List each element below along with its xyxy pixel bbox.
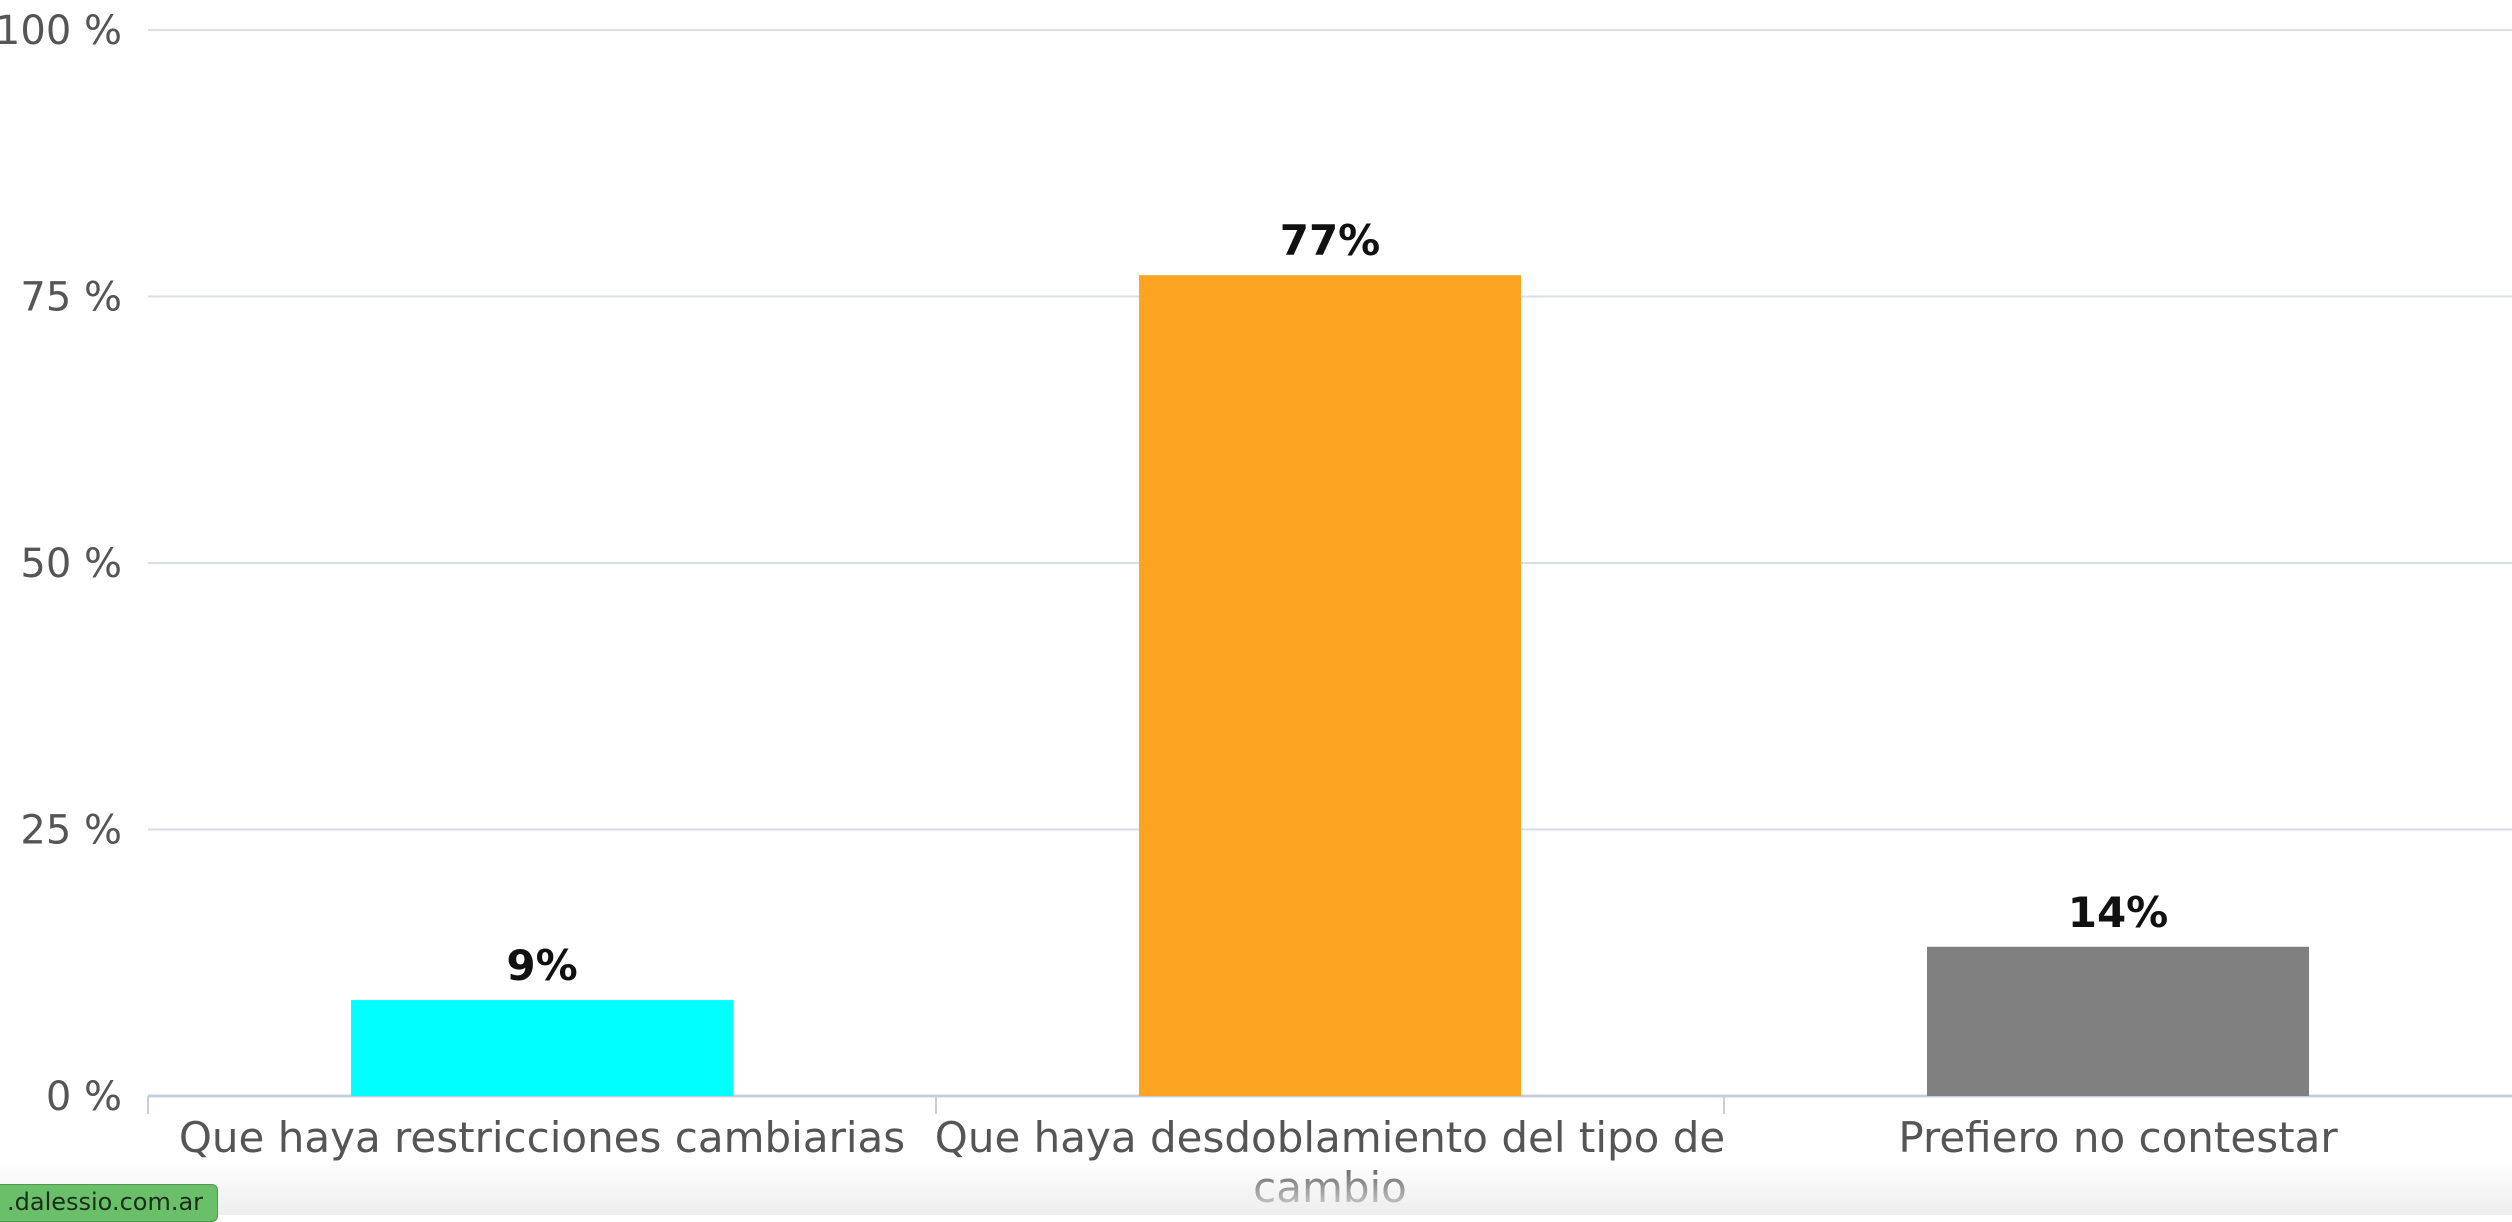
category-label: Que haya restricciones cambiarias	[179, 1113, 905, 1162]
bottom-fade	[0, 1160, 2512, 1215]
site-watermark: .dalessio.com.ar	[0, 1184, 219, 1222]
data-label: 14%	[2068, 888, 2169, 937]
category-label: Que haya desdoblamiento del tipo de	[935, 1113, 1725, 1162]
y-tick-label: 25 %	[20, 808, 122, 854]
y-tick-label: 100 %	[0, 8, 122, 54]
bar-3	[1927, 946, 2309, 1096]
data-label: 9%	[506, 941, 577, 990]
data-label: 77%	[1280, 216, 1381, 265]
bar-1	[351, 1000, 733, 1096]
category-label: Prefiero no contestar	[1898, 1113, 2338, 1162]
y-tick-label: 75 %	[20, 275, 122, 321]
y-tick-label: 0 %	[46, 1074, 122, 1120]
y-tick-label: 50 %	[20, 541, 122, 587]
bar-2	[1139, 275, 1521, 1096]
